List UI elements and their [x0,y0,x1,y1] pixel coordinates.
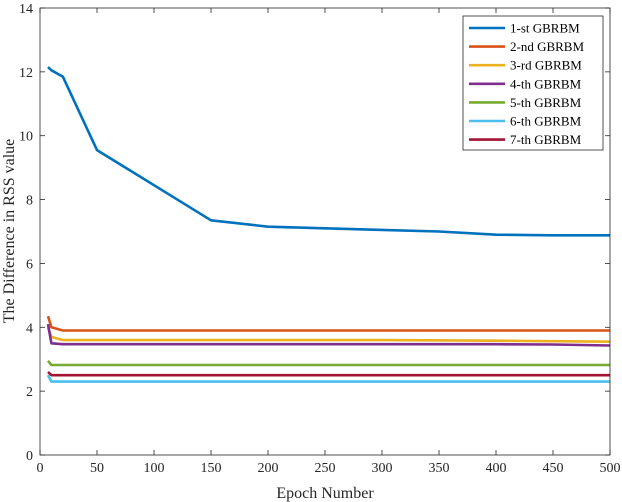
x-tick-label: 500 [600,461,621,476]
series-line-3 [46,326,611,343]
series-line-5 [46,359,610,367]
x-tick-label: 0 [37,461,44,476]
y-tick-label: 4 [26,321,33,336]
legend-label-6: 6-th GBRBM [510,114,582,129]
series-line-6 [46,374,610,383]
x-tick-label: 450 [543,461,564,476]
legend-label-5: 5-th GBRBM [510,95,582,110]
x-tick-label: 300 [372,461,393,476]
y-tick-label: 2 [26,385,33,400]
legend-label-3: 3-rd GBRBM [510,58,582,73]
x-tick-label: 200 [258,461,279,476]
series-line-4 [46,323,611,347]
x-axis-label: Epoch Number [276,485,374,502]
y-tick-label: 14 [19,2,33,17]
series-line-1 [47,66,610,237]
legend-label-2: 2-nd GBRBM [510,39,584,54]
y-tick-label: 12 [19,66,33,81]
legend: 1-st GBRBM 2-nd GBRBM 3-rd GBRBM 4-th GBRBM… [462,15,604,151]
series-layer [46,66,611,383]
series-line-7 [47,371,610,377]
y-tick-label: 6 [26,257,33,272]
y-axis-label: The Difference in RSS value [1,139,18,324]
x-tick-label: 100 [144,461,165,476]
y-tick-label: 0 [26,449,33,464]
ticks-layer: 0 50 100 150 200 250 300 350 400 450 500 0 2 4 6 8 10 12 1… [19,2,621,476]
legend-label-4: 4-th GBRBM [510,76,582,91]
y-tick-label: 8 [26,194,33,209]
x-tick-label: 50 [90,461,104,476]
x-tick-label: 150 [201,461,222,476]
x-tick-label: 350 [429,461,450,476]
x-tick-label: 250 [315,461,336,476]
x-tick-label: 400 [486,461,507,476]
legend-label-7: 7-th GBRBM [510,132,582,147]
legend-label-1: 1-st GBRBM [510,21,580,36]
series-line-2 [46,315,610,332]
y-tick-label: 10 [19,130,33,145]
